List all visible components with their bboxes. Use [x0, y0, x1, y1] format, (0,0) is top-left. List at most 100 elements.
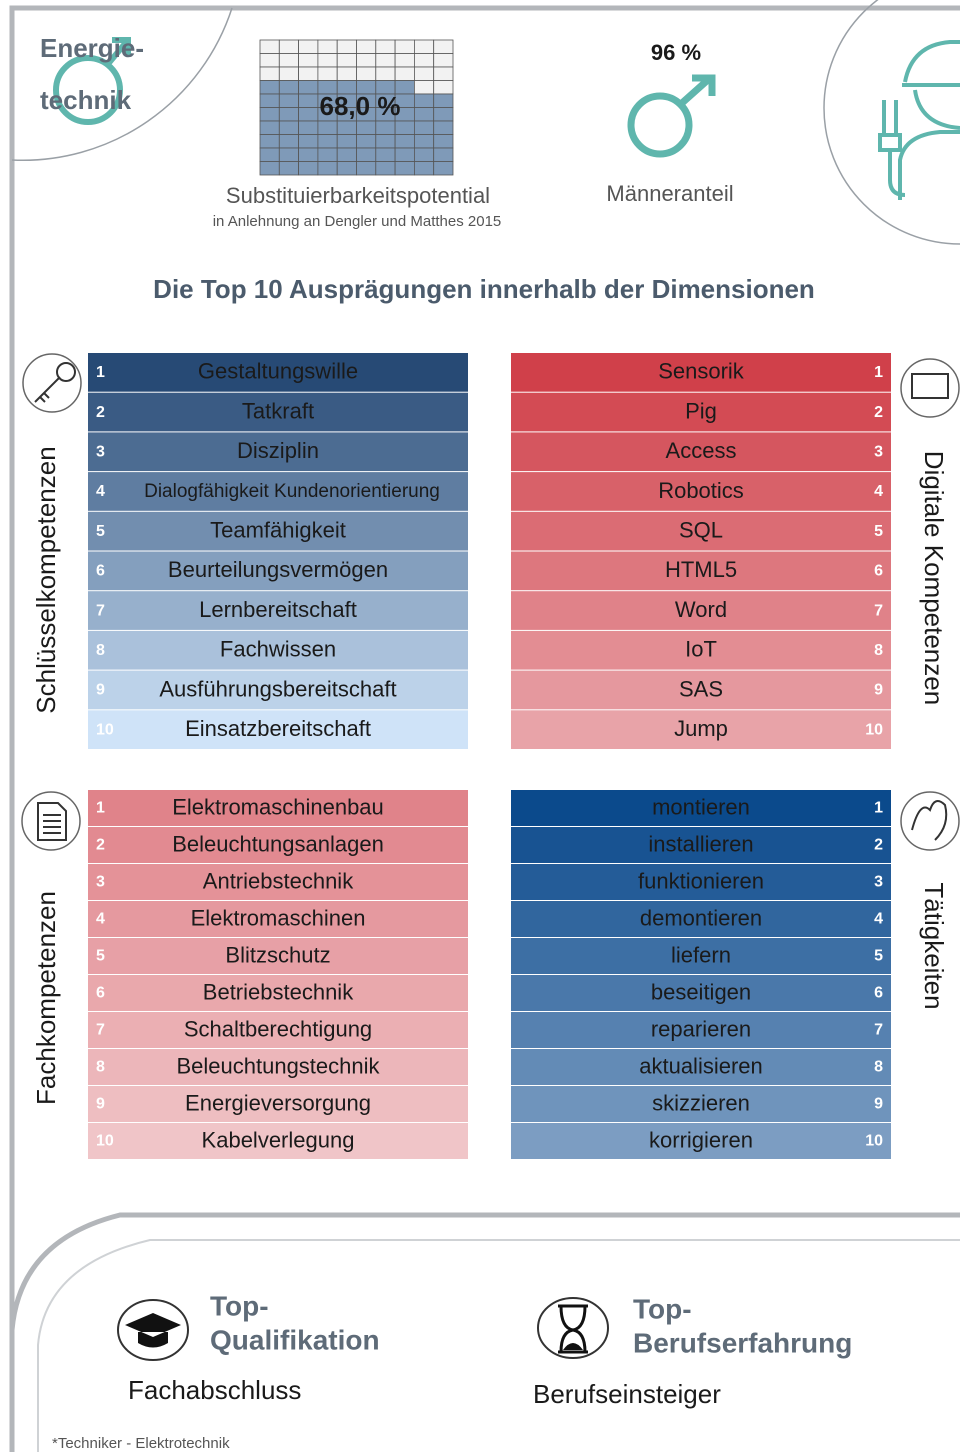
rank-number: 2: [874, 404, 883, 421]
rank-label: Word: [675, 597, 727, 622]
rank-row: [88, 1012, 468, 1048]
waffle-cell: [413, 53, 435, 68]
rank-label: korrigieren: [649, 1127, 753, 1152]
rank-number: 2: [874, 837, 883, 854]
waffle-cell: [298, 66, 319, 81]
waffle-cell: [298, 120, 319, 135]
male-icon: [627, 74, 716, 158]
waffle-cell: [356, 120, 377, 135]
rank-label: beseitigen: [651, 979, 751, 1004]
qualification-title: Top-: [210, 1290, 269, 1321]
waffle-cell: [336, 39, 357, 54]
rank-label: Einsatzbereitschaft: [185, 716, 371, 741]
rank-row: [511, 975, 891, 1011]
rank-number: 3: [874, 874, 883, 891]
waffle-cell: [336, 134, 357, 149]
rank-row: [88, 901, 468, 937]
hourglass-sand: [563, 1343, 583, 1350]
waffle-cell: [259, 93, 280, 108]
rank-row: [88, 864, 468, 900]
rank-row: [88, 1123, 468, 1159]
rank-row: [511, 472, 891, 511]
rank-label: Tatkraft: [242, 398, 314, 423]
waffle-cell: [278, 134, 299, 149]
rank-row: [511, 551, 891, 591]
waffle-cell: [433, 134, 454, 149]
substitution-value: 68,0 %: [320, 91, 401, 121]
waffle-cell: [317, 120, 338, 135]
rank-row: [511, 1086, 891, 1122]
waffle-cell: [317, 161, 338, 176]
rank-row: [88, 472, 468, 511]
rank-number: 1: [96, 364, 105, 381]
waffle-cell: [317, 66, 338, 81]
rank-label: montieren: [652, 794, 750, 819]
rank-number: 8: [96, 642, 105, 659]
screen-circle: [900, 358, 960, 418]
male-label: Männeranteil: [606, 181, 733, 206]
waffle-cell: [278, 107, 299, 122]
waffle-cell: [375, 161, 396, 176]
qualification-title: Qualifikation: [210, 1324, 380, 1355]
rank-label: liefern: [671, 942, 731, 967]
rank-label: demontieren: [640, 905, 762, 930]
cap-icon: [125, 1313, 181, 1348]
substitution-source: in Anlehnung an Dengler und Matthes 2015: [213, 213, 502, 230]
page-title: Energie-: [40, 33, 144, 63]
worker-circle: [823, 0, 960, 245]
rank-number: 9: [96, 682, 105, 699]
qualification-value: Fachabschluss: [128, 1375, 301, 1405]
waffle-cell: [413, 107, 435, 122]
rank-number: 10: [865, 721, 883, 738]
rank-row: [511, 938, 891, 974]
waffle-cell: [375, 120, 396, 135]
rank-label: Elektromaschinen: [191, 905, 366, 930]
rank-number: 4: [96, 911, 105, 928]
rank-number: 10: [96, 721, 114, 738]
rank-number: 8: [874, 642, 883, 659]
key-icon: [34, 376, 61, 403]
waffle-cell: [433, 120, 454, 135]
rank-row: [511, 630, 891, 670]
waffle-cell: [356, 39, 377, 54]
rank-number: 10: [96, 1133, 114, 1150]
waffle-cell: [298, 147, 319, 162]
rank-label: HTML5: [665, 557, 737, 582]
worker-icon: [878, 40, 960, 200]
experience-title: Top-: [633, 1293, 692, 1324]
rank-row: [511, 392, 891, 432]
hands-circle: [900, 791, 960, 851]
rank-number: 5: [96, 948, 105, 965]
rank-row: [511, 1049, 891, 1085]
waffle-cell: [336, 120, 357, 135]
waffle-cell: [375, 66, 396, 81]
panel-title: Tätigkeiten: [919, 882, 949, 1009]
corner-arc: [11, 7, 233, 162]
waffle-cell: [413, 39, 435, 54]
rank-label: skizzieren: [652, 1090, 750, 1115]
rank-number: 7: [96, 1022, 105, 1039]
section-heading: Die Top 10 Ausprägungen innerhalb der Di…: [153, 274, 815, 304]
rank-number: 4: [874, 911, 883, 928]
rank-label: SAS: [679, 676, 723, 701]
bottom-frame-inner: [37, 1239, 960, 1452]
rank-label: Beleuchtungstechnik: [176, 1053, 380, 1078]
rank-label: Access: [666, 438, 737, 463]
rank-row: [511, 1012, 891, 1048]
rank-row: [511, 710, 891, 749]
rank-row: [511, 827, 891, 863]
document-icon: [37, 802, 67, 841]
waffle: [259, 39, 454, 176]
rank-number: 9: [874, 682, 883, 699]
rank-number: 3: [96, 443, 105, 460]
rank-number: 8: [874, 1059, 883, 1076]
rank-label: Antriebstechnik: [203, 868, 354, 893]
page-title: technik: [40, 85, 132, 115]
rank-label: installieren: [648, 831, 753, 856]
rank-label: SQL: [679, 517, 723, 542]
waffle-cell: [394, 120, 415, 135]
waffle-cell: [433, 80, 454, 95]
waffle-cell: [394, 161, 415, 176]
rank-number: 7: [874, 602, 883, 619]
